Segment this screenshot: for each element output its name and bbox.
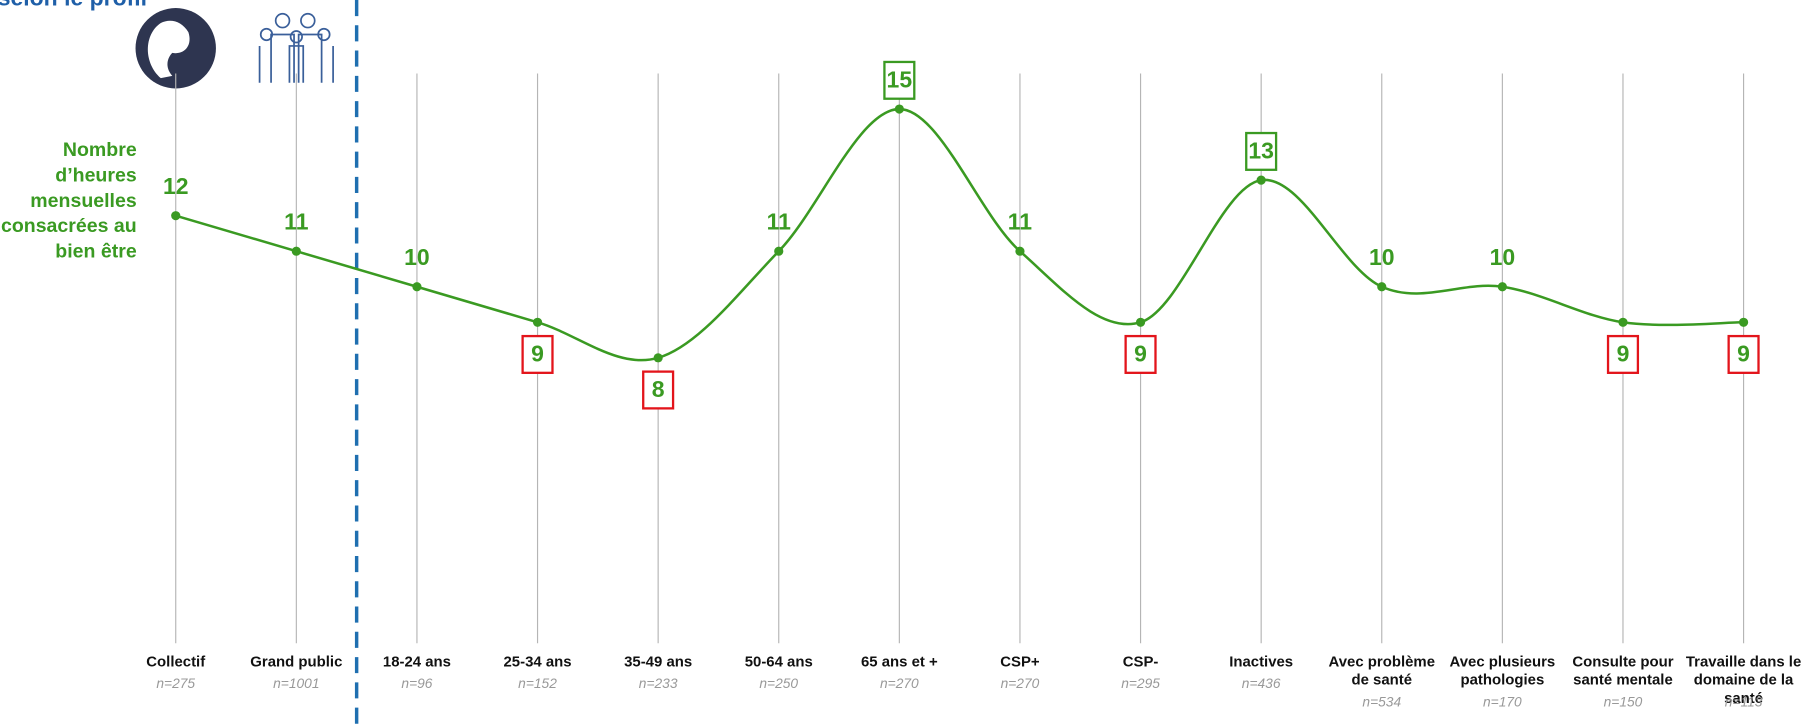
sample-size: n=170 xyxy=(1483,693,1522,710)
y-axis-label: Nombre d’heures mensuelles consacrées au… xyxy=(0,138,137,262)
data-label: 8 xyxy=(652,376,665,402)
x-tick-label: Collectif xyxy=(146,652,206,670)
point xyxy=(291,246,301,256)
data-label: 11 xyxy=(767,209,792,235)
data-label: 13 xyxy=(1248,138,1274,164)
x-tick-label: Avec plusieurs pathologies xyxy=(1449,652,1556,689)
x-tick-label: CSP+ xyxy=(1000,652,1040,670)
woman-icon xyxy=(135,8,216,89)
data-label: 15 xyxy=(887,67,913,93)
data-label: 9 xyxy=(531,341,544,367)
sample-size: n=233 xyxy=(638,675,678,692)
point xyxy=(1738,317,1749,327)
label-box xyxy=(1727,334,1760,374)
title: selon le profil xyxy=(0,0,147,13)
label-box xyxy=(883,60,916,100)
label-box xyxy=(1245,131,1278,171)
sample-size: n=250 xyxy=(759,675,799,692)
point xyxy=(532,317,543,327)
x-tick-label: Inactives xyxy=(1229,652,1294,670)
sample-size: n=270 xyxy=(1000,675,1040,692)
data-label: 10 xyxy=(1490,244,1516,270)
point xyxy=(1256,175,1266,185)
label-box xyxy=(521,334,554,374)
data-label: 11 xyxy=(1008,209,1033,235)
x-tick-label: 50-64 ans xyxy=(744,652,813,670)
sample-size: n=275 xyxy=(156,675,196,692)
sample-size: n=150 xyxy=(1603,693,1643,710)
data-label: 9 xyxy=(1737,341,1750,367)
data-label: 9 xyxy=(1617,341,1630,367)
point xyxy=(894,104,904,114)
point xyxy=(1377,282,1387,292)
x-tick-label: Travaille dans le domaine de la santé xyxy=(1685,652,1801,707)
sample-size: n=436 xyxy=(1241,675,1281,692)
data-label: 12 xyxy=(163,173,189,199)
family-icon xyxy=(258,12,334,83)
point xyxy=(171,211,181,221)
x-tick-label: 35-49 ans xyxy=(624,652,693,670)
data-label: 9 xyxy=(1134,341,1147,367)
sample-size: n=295 xyxy=(1121,675,1160,692)
x-tick-label: Consulte pour santé mentale xyxy=(1572,652,1674,689)
sample-size: n=534 xyxy=(1362,693,1402,710)
sample-size: n=152 xyxy=(518,675,557,692)
sample-size: n=270 xyxy=(879,675,919,692)
point xyxy=(1135,317,1146,327)
data-label: 10 xyxy=(1369,244,1395,270)
x-tick-label: CSP- xyxy=(1122,652,1159,670)
point xyxy=(1015,246,1025,256)
sample-size: n=96 xyxy=(401,675,433,692)
data-label: 10 xyxy=(404,244,430,270)
label-box xyxy=(642,370,675,410)
point xyxy=(774,246,784,256)
x-tick-label: 25-34 ans xyxy=(503,652,572,670)
label-box xyxy=(1124,334,1157,374)
point xyxy=(653,353,663,363)
label-box xyxy=(1606,334,1640,374)
point xyxy=(412,282,422,292)
x-tick-label: 18-24 ans xyxy=(382,652,451,670)
sample-size: n=113 xyxy=(1724,693,1763,710)
x-tick-label: Grand public xyxy=(250,652,343,670)
x-tick-label: 65 ans et + xyxy=(860,652,938,670)
series-line xyxy=(175,107,1744,362)
point xyxy=(1497,282,1507,292)
x-tick-label: Avec problème de santé xyxy=(1328,652,1436,689)
point xyxy=(1618,317,1628,327)
sample-size: n=1001 xyxy=(273,675,320,692)
data-label: 11 xyxy=(284,209,309,235)
